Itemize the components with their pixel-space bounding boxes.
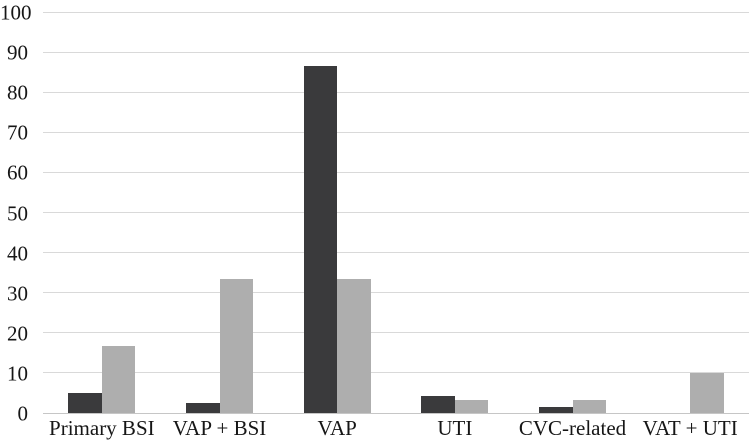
y-tick-label: 0 [17,401,29,426]
gridline [43,11,749,13]
bar-gray-primary-bsi [101,346,136,413]
bar-dark-vap-bsi [186,402,220,413]
x-axis: Primary BSI VAP + BSI VAP UTI CVC-related VAT… [43,416,749,446]
y-tick-label: 40 [7,241,28,266]
x-category-label: VAP [317,416,357,440]
gridline [43,91,749,93]
gridline [43,212,749,213]
y-tick-label: 30 [7,281,28,306]
x-category-label: UTI [437,416,473,440]
gridline [43,252,749,254]
bar-gray-vap [337,279,371,413]
y-tick-label: 50 [7,201,28,225]
y-tick-label: 10 [7,361,28,386]
gridline [43,372,749,374]
y-tick-label: 100 [0,0,32,25]
y-tick-label: 70 [7,120,28,145]
gridline [43,51,749,53]
bar-dark-vap [303,66,338,413]
x-category-label: VAP + BSI [172,416,267,440]
y-tick-label: 80 [7,80,28,105]
bar-dark-cvc-related [539,407,573,413]
bar-gray-vat-uti [690,372,724,413]
bar-gray-uti [454,399,489,413]
x-category-label: Primary BSI [49,416,155,440]
y-tick-label: 60 [7,160,28,185]
gridline [43,292,749,294]
gridline [43,332,749,334]
y-tick-label: 90 [7,40,28,65]
bar-gray-cvc-related [572,399,606,413]
gridline [43,131,749,133]
x-category-label: CVC-related [518,416,627,440]
gridline [43,171,749,173]
y-tick-label: 20 [7,321,28,346]
x-category-label: VAT + UTI [642,416,738,440]
bar-dark-primary-bsi [68,392,102,413]
x-axis-line [43,412,749,414]
bar-dark-uti [421,396,455,413]
plot-area [43,11,749,414]
bar-gray-vap-bsi [219,279,253,413]
y-axis: 0 10 20 30 40 50 60 70 80 90 100 [0,2,32,424]
